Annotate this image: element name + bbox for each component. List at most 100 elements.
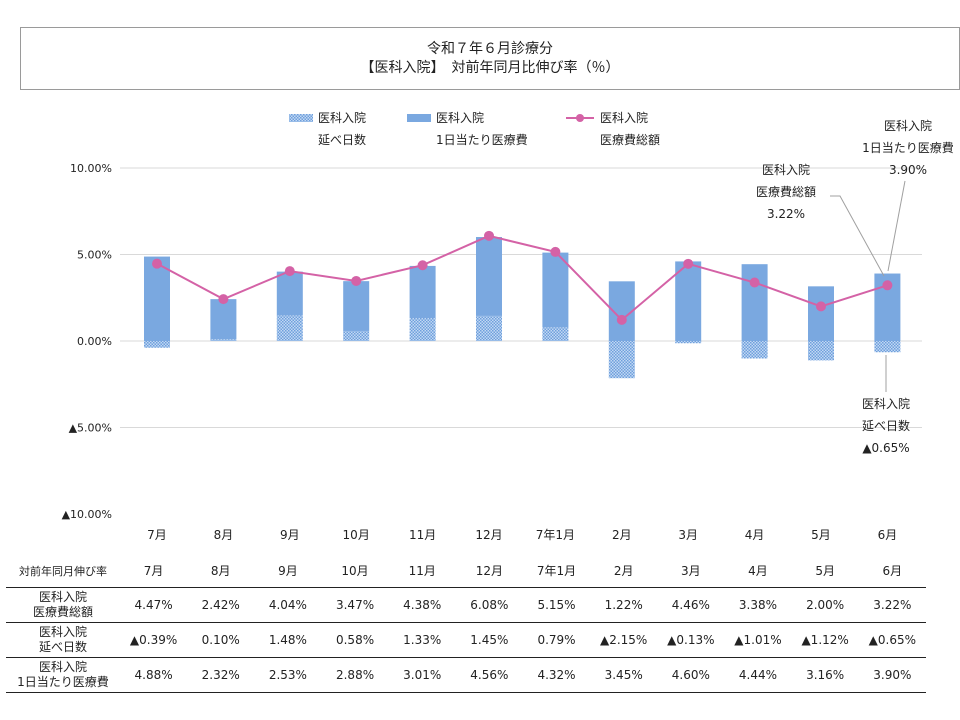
point-total [616,314,627,325]
point-total [417,260,428,271]
row-label-line2: 1日当たり医療費 [17,675,109,689]
point-total [749,277,760,288]
legend-item-perday: 医科入院 1日当たり医療費 [407,111,528,147]
table-cell: 1.45% [455,622,523,658]
callout-days: 医科入院 延べ日数 ▲0.65% [862,355,910,455]
bar-days [409,317,436,341]
table-cell: 1.48% [254,622,322,658]
table-cell: ▲0.39% [120,622,188,658]
table-row-label: 医科入院 医療費総額 [6,587,120,623]
table-cell: 3.45% [590,657,658,693]
table-cell: ▲1.12% [791,622,859,658]
bar-perday [542,252,569,328]
legend: 医科入院 延べ日数 医科入院 1日当たり医療費 医科入院 医療費総額 [289,111,660,147]
table-row-perday: 医科入院 1日当たり医療費 4.88% 2.32% 2.53% 2.88% 3.0… [6,657,926,693]
line-total [156,234,888,322]
x-tick-label: 11月 [409,528,436,542]
table-cell: 4.46% [657,587,725,623]
table-cell: 0.58% [321,622,389,658]
x-tick-label: 2月 [612,528,632,542]
table-cell: 4.56% [455,657,523,693]
callout-days-line2: 延べ日数 [862,418,910,433]
point-total [284,266,295,277]
table-cell: 2.88% [321,657,389,693]
table-header-month: 2月 [590,554,658,588]
bar-perday [276,271,303,316]
y-tick-label: ▲10.00% [62,508,112,521]
table-cell: ▲2.15% [590,622,658,658]
table-cell: 2.00% [791,587,859,623]
callout-total-leader [830,195,885,277]
table-header-month: 7年1月 [522,554,591,588]
y-tick-label: ▲5.00% [69,422,112,435]
row-label-line2: 医療費総額 [32,605,93,619]
legend-item-total: 医科入院 医療費総額 [566,111,660,147]
table-cell: 4.38% [388,587,456,623]
point-total [351,275,362,286]
legend-days-line2: 延べ日数 [318,132,366,147]
table-header-month: 4月 [724,554,792,588]
gridlines [120,167,922,428]
table-cell: 1.33% [388,622,456,658]
table-cell: 0.79% [522,622,591,658]
callout-total-line2: 医療費総額 [756,184,816,199]
table-header-month: 12月 [455,554,523,588]
table-row-total: 医科入院 医療費総額 4.47% 2.42% 4.04% 3.47% 4.38% … [6,587,926,623]
point-total [683,258,694,269]
x-tick-label: 10月 [343,528,370,542]
table-cell: 3.38% [724,587,792,623]
bar-days [675,341,702,344]
legend-swatch-total-marker [576,114,584,122]
callout-perday-value: 3.90% [889,163,927,177]
bar-days [343,330,370,341]
table-cell: 3.01% [388,657,456,693]
line-series [152,230,893,325]
bar-days [741,341,768,359]
x-tick-label: 7月 [147,528,167,542]
x-axis-ticks: 7月 8月 9月 10月 11月 12月 7年1月 2月 3月 4月 5月 6月 [147,528,897,542]
legend-days-line1: 医科入院 [318,111,366,125]
table-cell: 1.22% [590,587,658,623]
table-cell: 4.88% [120,657,188,693]
callout-perday-line1: 医科入院 [884,119,932,133]
bar-days [144,341,170,348]
row-label-line2: 延べ日数 [38,640,87,654]
bar-days [874,341,901,353]
x-tick-label: 6月 [878,528,898,542]
title-line-1: 令和７年６月診療分 [427,40,553,57]
table-cell: ▲1.01% [724,622,792,658]
callout-days-line1: 医科入院 [862,397,910,411]
table-header-month: 3月 [657,554,725,588]
table-header-month: 10月 [321,554,389,588]
legend-total-line2: 医療費総額 [600,132,660,147]
table-row-label: 医科入院 1日当たり医療費 [6,657,120,693]
table-header-month: 5月 [791,554,859,588]
table-header-month: 11月 [388,554,456,588]
table-header-month: 7月 [120,554,188,588]
row-label-line1: 医科入院 [38,625,87,639]
table-cell: 2.42% [187,587,255,623]
x-tick-label: 9月 [280,528,300,542]
point-total [218,294,229,305]
legend-perday-line2: 1日当たり医療費 [436,132,528,147]
legend-perday-line1: 医科入院 [436,111,484,125]
table-cell: 3.16% [791,657,859,693]
y-tick-label: 10.00% [70,162,112,175]
bar-perday [409,265,436,318]
bar-perday [144,256,170,341]
x-tick-label: 12月 [475,528,502,542]
data-table: 対前年同月伸び率 7月 8月 9月 10月 11月 12月 7年1月 2月 3月… [6,554,926,693]
callout-perday-line2: 1日当たり医療費 [862,140,954,155]
table-row-days: 医科入院 延べ日数 ▲0.39% 0.10% 1.48% 0.58% 1.33% … [6,622,926,658]
table-header-month: 8月 [187,554,255,588]
x-tick-label: 7年1月 [536,528,575,542]
x-tick-label: 3月 [678,528,698,542]
legend-swatch-days [289,114,313,122]
callout-perday-leader [887,180,906,272]
table-cell: 5.15% [522,587,591,623]
x-tick-label: 8月 [214,528,234,542]
table-cell: 0.10% [187,622,255,658]
table-cell: ▲0.65% [858,622,926,658]
chart-area: 10.00% 5.00% 0.00% ▲5.00% ▲10.00% 7月 8月 9月 10月 1… [62,111,954,542]
x-tick-label: 5月 [811,528,831,542]
